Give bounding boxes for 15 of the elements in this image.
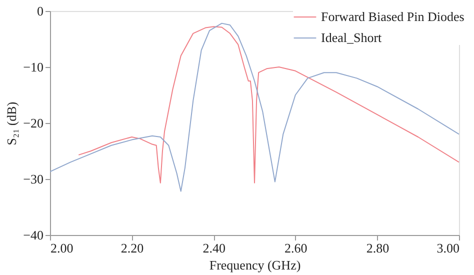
x-axis-title: Frequency (GHz) [209, 258, 301, 272]
legend-label: Forward Biased Pin Diodes [321, 9, 464, 24]
y-tick-label: −20 [23, 116, 44, 130]
y-tick-label: −30 [23, 172, 44, 186]
x-tick-label: 2.00 [50, 240, 74, 256]
y-tick-label: −40 [23, 228, 44, 242]
x-tick-label: 3.00 [436, 240, 460, 256]
x-tick-label: 2.20 [120, 240, 144, 256]
legend-label: Ideal_Short [321, 30, 382, 45]
y-tick-label: −10 [23, 60, 44, 74]
x-tick-label: 2.60 [284, 240, 308, 256]
y-tick-label: 0 [37, 4, 44, 18]
y-axis-title: S₂₁ (dB) [4, 102, 20, 146]
x-tick-label: 2.40 [202, 240, 226, 256]
x-tick-label: 2.80 [366, 240, 390, 256]
